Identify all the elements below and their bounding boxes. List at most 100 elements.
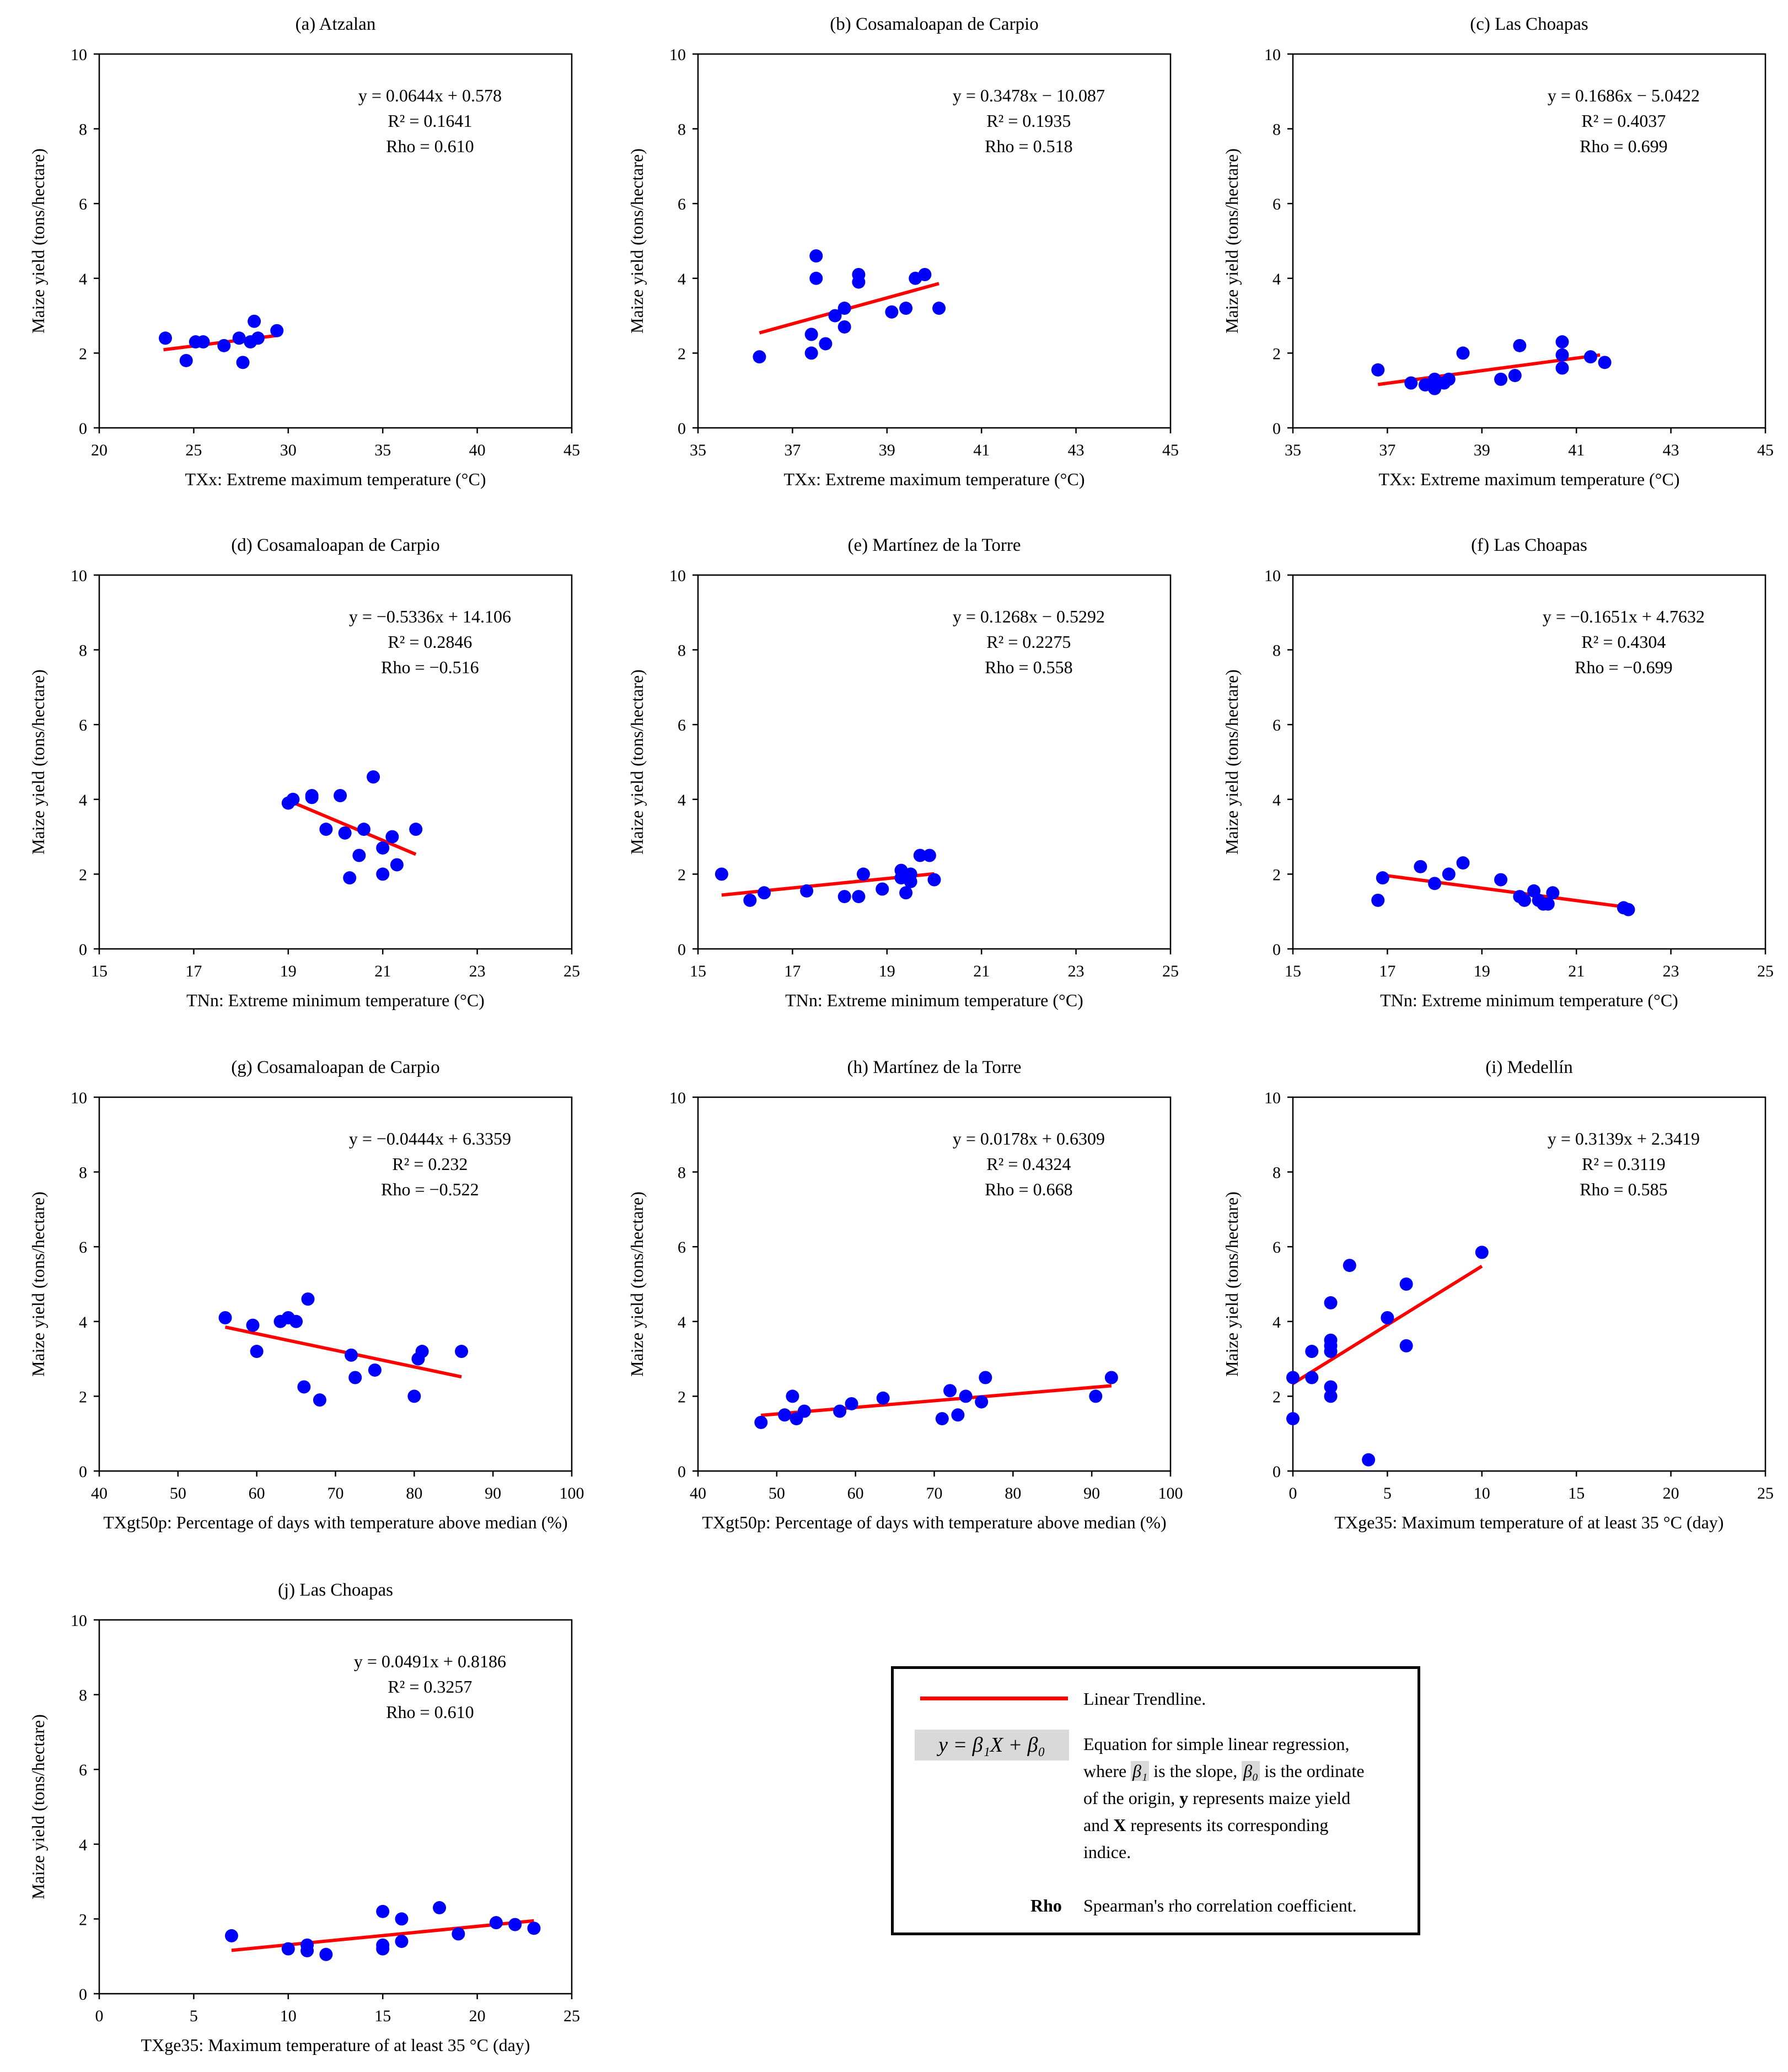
data-point [409, 823, 423, 836]
data-point [232, 331, 246, 345]
x-tick-label: 45 [1757, 441, 1774, 459]
x-tick-label: 40 [690, 1484, 706, 1502]
data-point [1555, 361, 1569, 375]
data-point [1428, 877, 1442, 890]
r-squared: R² = 0.1641 [388, 111, 472, 131]
data-point [778, 1408, 792, 1422]
chart-title: (j) Las Choapas [278, 1580, 393, 1600]
data-point [743, 893, 757, 907]
r-squared: R² = 0.3257 [388, 1677, 472, 1697]
legend-beta0: β₀ [1242, 1761, 1260, 1781]
x-tick-label: 23 [1663, 962, 1679, 980]
x-axis-label: TXx: Extreme maximum temperature (°C) [1379, 469, 1680, 489]
data-point [281, 1942, 295, 1956]
y-axis-label: Maize yield (tons/hectare) [1222, 1191, 1242, 1377]
data-point [935, 1412, 949, 1426]
x-tick-label: 100 [560, 1484, 584, 1502]
data-point [452, 1927, 465, 1941]
plot-frame [697, 53, 1172, 429]
y-tick-label: 10 [1264, 1089, 1281, 1107]
rho-value: Rho = −0.516 [381, 657, 479, 677]
y-tick-label: 6 [79, 716, 87, 734]
data-point [1089, 1389, 1103, 1403]
x-tick-label: 41 [973, 441, 990, 459]
x-tick-label: 100 [1158, 1484, 1183, 1502]
data-point [297, 1380, 311, 1394]
x-tick-label: 39 [1474, 441, 1490, 459]
legend-rho-desc: Spearman's rho correlation coefficient. [1083, 1896, 1357, 1915]
plot-frame [98, 1619, 573, 1995]
y-tick-label: 4 [79, 1313, 87, 1332]
legend-eq-line4: and X represents its corresponding [1083, 1815, 1329, 1835]
data-point [415, 1345, 429, 1359]
x-tick-label: 5 [190, 2007, 198, 2025]
data-point [301, 1292, 315, 1306]
y-tick-label: 4 [1272, 791, 1281, 809]
y-tick-label: 8 [1272, 1164, 1281, 1182]
x-tick-label: 17 [1379, 962, 1395, 980]
data-point [809, 271, 823, 285]
y-tick-label: 8 [678, 642, 686, 660]
data-point [390, 858, 404, 872]
trendline [761, 1384, 1112, 1417]
y-tick-label: 10 [71, 567, 87, 585]
y-tick-label: 0 [1272, 420, 1281, 438]
y-tick-label: 4 [678, 270, 686, 288]
y-tick-label: 0 [79, 420, 87, 438]
x-tick-label: 21 [374, 962, 391, 980]
data-point [1517, 893, 1531, 907]
x-axis-label: TXge35: Maximum temperature of at least … [1335, 1512, 1724, 1532]
x-tick-label: 40 [91, 1484, 108, 1502]
chart-panel-0: (a) Atzalan 0 2 4 6 8 10 20 25 30 35 40 45 TXx: Extre… [28, 14, 580, 489]
y-tick-label: 4 [79, 791, 87, 809]
data-point [943, 1384, 957, 1398]
data-point [395, 1935, 409, 1948]
data-point [899, 886, 913, 900]
x-tick-label: 19 [1474, 962, 1490, 980]
x-tick-label: 20 [469, 2007, 486, 2025]
chart-panel-7: (h) Martínez de la Torre 0 2 4 6 8 10 40 50 60 70 8… [627, 1058, 1183, 1532]
x-tick-label: 20 [1663, 1484, 1679, 1502]
y-axis-label: Maize yield (tons/hectare) [28, 1714, 48, 1899]
data-point [959, 1389, 973, 1403]
y-tick-label: 6 [79, 195, 87, 213]
regression-equation: y = 0.3478x − 10.087 [953, 85, 1105, 105]
data-point [1399, 1339, 1413, 1352]
data-point [270, 324, 284, 337]
x-tick-label: 30 [280, 441, 297, 459]
chart-title: (d) Cosamaloapan de Carpio [231, 535, 439, 555]
y-tick-label: 6 [79, 1761, 87, 1779]
x-axis-label: TXx: Extreme maximum temperature (°C) [784, 469, 1085, 489]
y-axis-label: Maize yield (tons/hectare) [627, 148, 647, 334]
x-axis-label: TXx: Extreme maximum temperature (°C) [185, 469, 486, 489]
data-point [1456, 856, 1470, 870]
data-point [407, 1389, 421, 1403]
y-tick-label: 8 [79, 121, 87, 139]
x-tick-label: 0 [1289, 1484, 1297, 1502]
data-point [1442, 372, 1456, 386]
data-point [385, 830, 399, 844]
x-tick-label: 90 [1083, 1484, 1100, 1502]
x-tick-label: 15 [1285, 962, 1301, 980]
legend-eq-line3: of the origin, y represents maize yield [1083, 1788, 1351, 1808]
y-axis-label: Maize yield (tons/hectare) [28, 148, 48, 334]
data-point [876, 882, 889, 896]
y-tick-label: 2 [678, 345, 686, 363]
plot-frame [1292, 574, 1766, 950]
y-tick-label: 4 [1272, 270, 1281, 288]
y-tick-label: 8 [79, 1164, 87, 1182]
data-point [250, 1345, 264, 1359]
data-point [975, 1395, 989, 1409]
x-tick-label: 80 [1005, 1484, 1021, 1502]
data-point [158, 331, 172, 345]
data-point [508, 1918, 522, 1931]
data-point [1414, 860, 1427, 873]
regression-equation: y = −0.0444x + 6.3359 [349, 1129, 511, 1148]
data-point [1104, 1371, 1118, 1384]
y-tick-label: 4 [678, 1313, 686, 1332]
data-point [1371, 893, 1385, 907]
regression-equation: y = 0.1268x − 0.5292 [953, 606, 1105, 626]
data-point [196, 335, 210, 349]
chart-title: (e) Martínez de la Torre [847, 535, 1021, 555]
data-point [932, 302, 946, 315]
